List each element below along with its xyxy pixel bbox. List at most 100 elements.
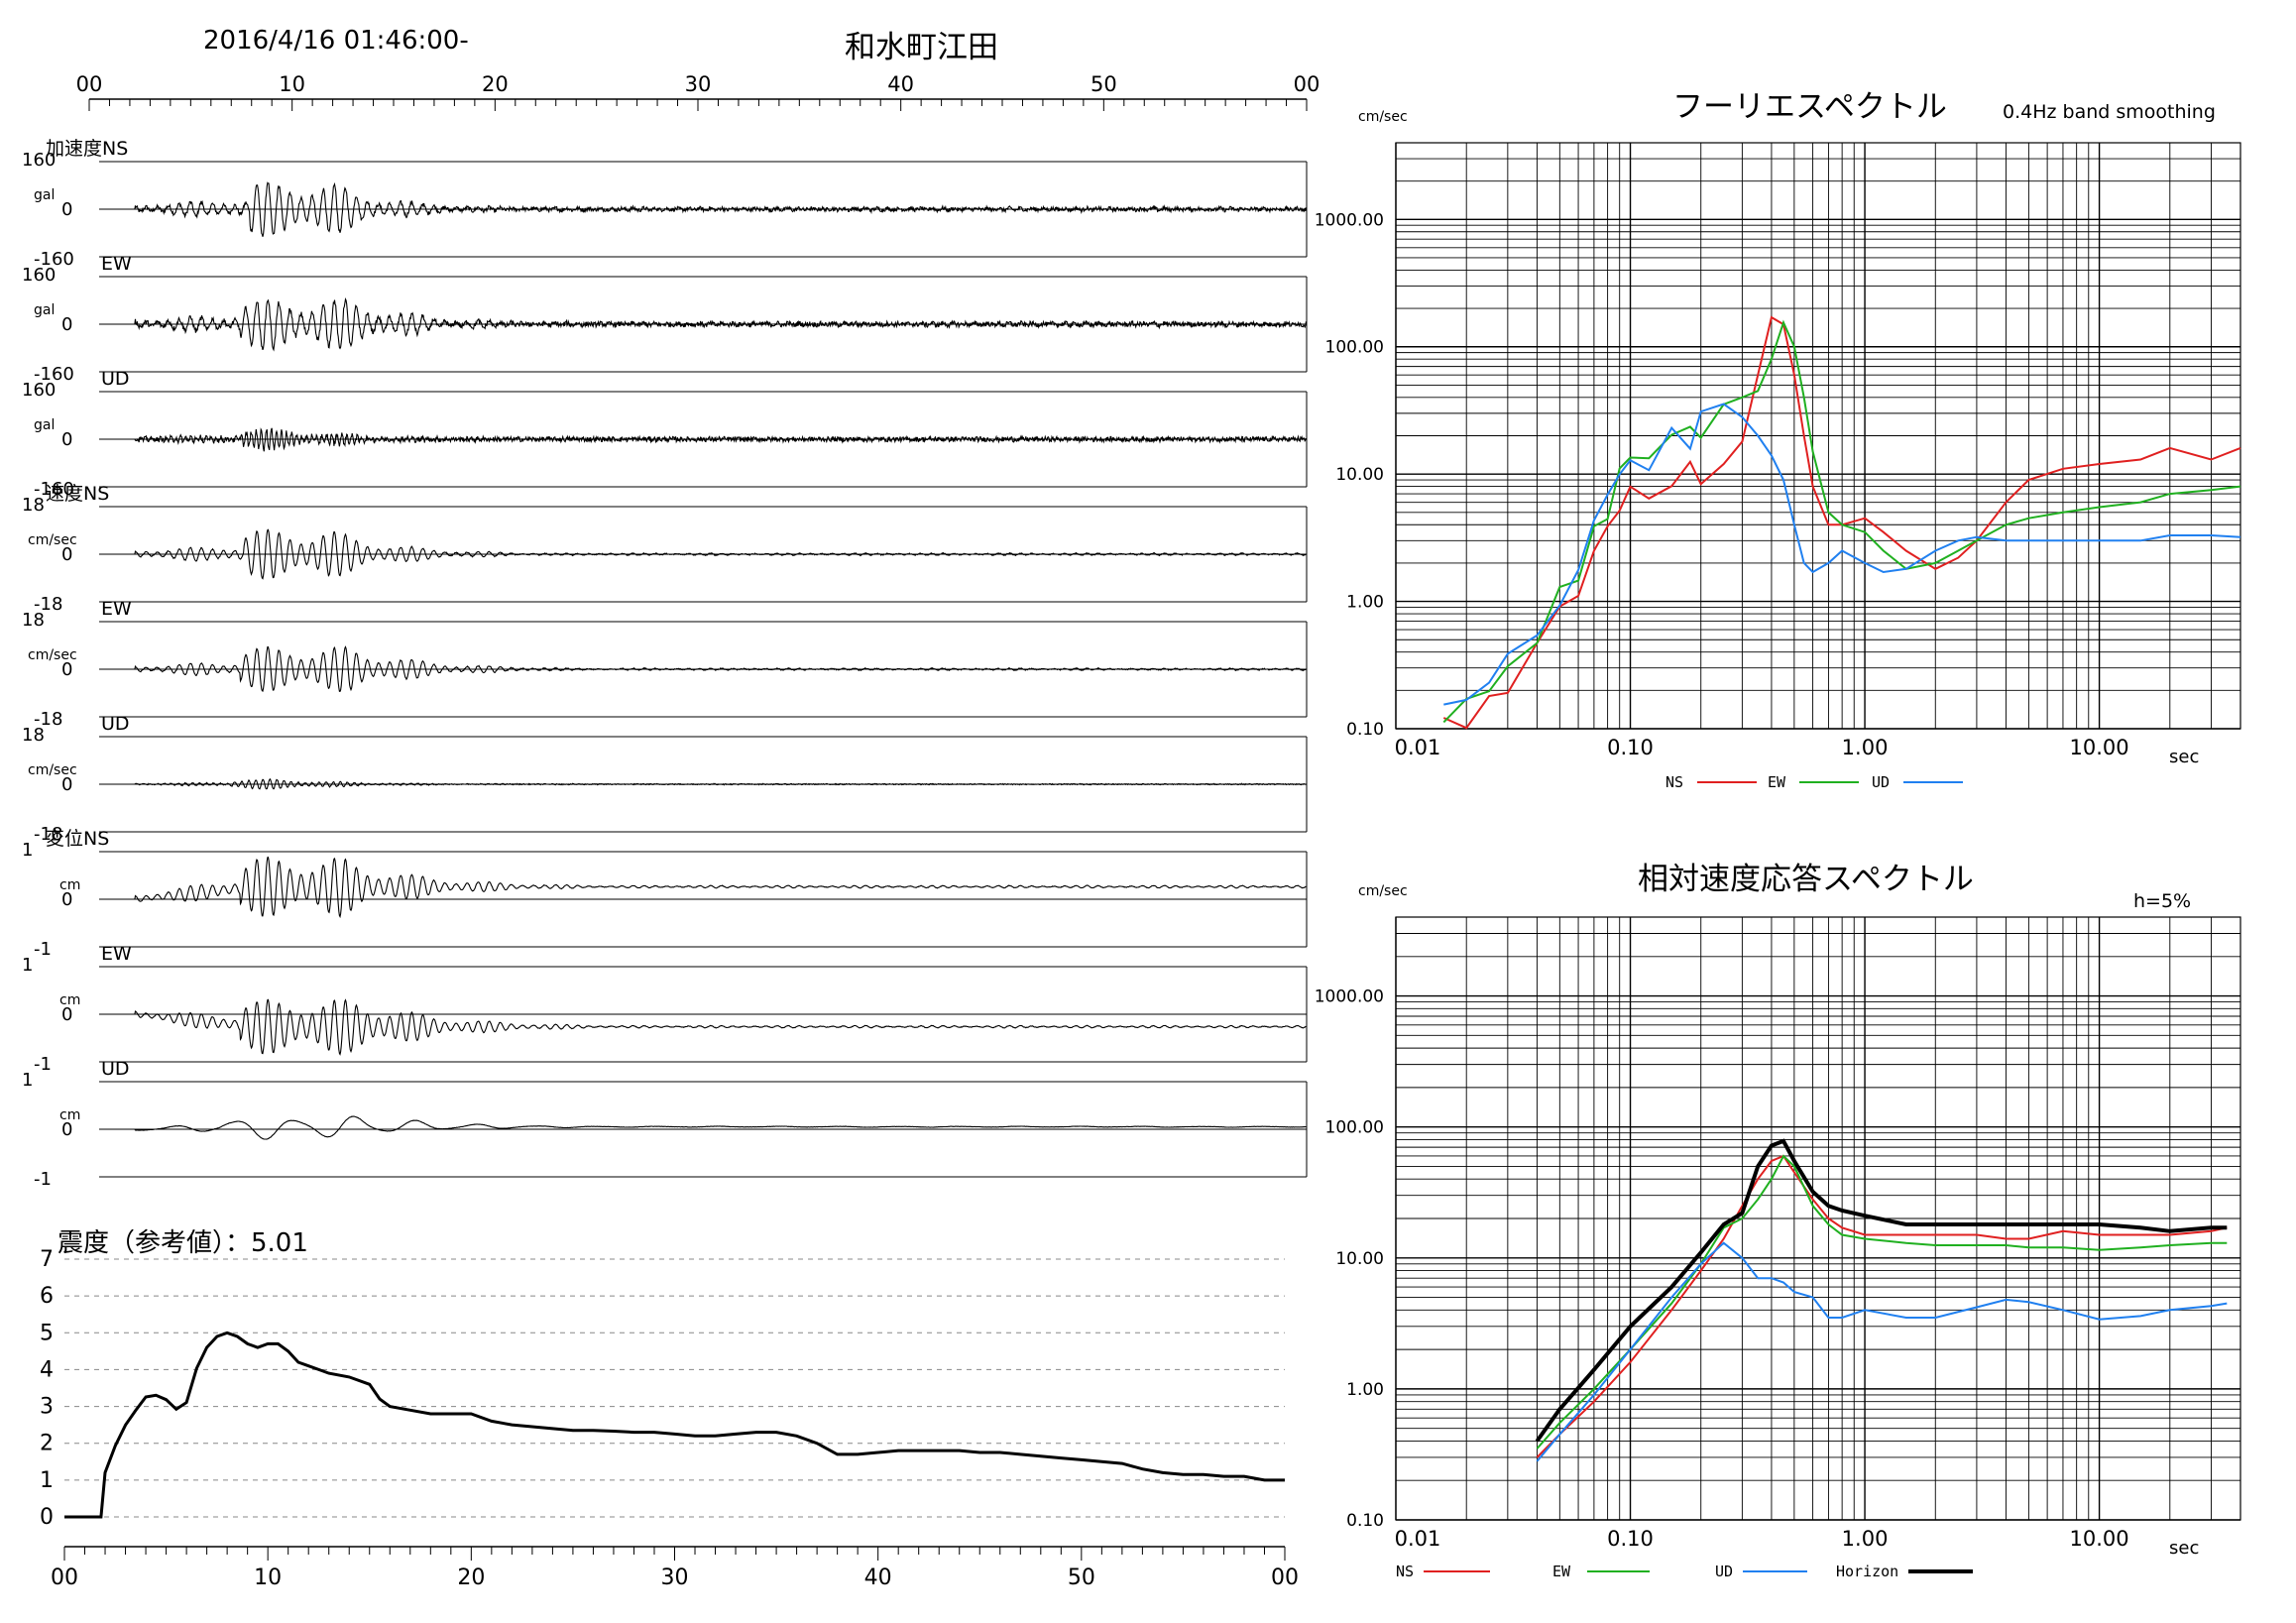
waveform-unit: gal bbox=[34, 417, 55, 433]
intensity-y-tick: 6 bbox=[40, 1284, 54, 1309]
intensity-series-line bbox=[64, 1331, 1285, 1519]
fourier-legend-label: NS bbox=[1665, 773, 1683, 791]
waveform-tick-min: -160 bbox=[34, 249, 74, 270]
response-y-tick: 1.00 bbox=[1346, 1380, 1384, 1400]
waveform--EW: EW 160 0 -160 gal bbox=[22, 253, 1308, 385]
intensity-x-tick: 20 bbox=[457, 1565, 485, 1590]
fourier-x-tick: 10.00 bbox=[2070, 736, 2129, 759]
response-x-tick: 0.10 bbox=[1607, 1527, 1654, 1551]
waveform-unit: gal bbox=[34, 302, 55, 318]
waveform-unit: cm bbox=[59, 1107, 80, 1123]
waveform-tick-max: 160 bbox=[22, 265, 56, 286]
waveform-tick-min: -1 bbox=[34, 1054, 52, 1075]
waveform-変位-NS: 変位NS 1 0 -1 cm bbox=[22, 828, 1308, 960]
intensity-y-tick: 5 bbox=[40, 1321, 54, 1345]
fourier-y-tick: 10.00 bbox=[1335, 465, 1384, 485]
time-axis-top-label: 10 bbox=[279, 72, 305, 96]
waveform-label: EW bbox=[101, 598, 132, 620]
intensity-x-tick: 10 bbox=[254, 1565, 282, 1590]
response-legend-label: EW bbox=[1552, 1563, 1571, 1580]
timestamp-label: 2016/4/16 01:46:00- bbox=[203, 26, 469, 56]
response-x-tick: 10.00 bbox=[2070, 1527, 2129, 1551]
response-series-ud bbox=[1536, 1241, 2228, 1462]
fourier-series-ew bbox=[1442, 319, 2241, 724]
waveform-tick-min: -1 bbox=[34, 1169, 52, 1190]
time-axis-top-label: 30 bbox=[685, 72, 712, 96]
waveform-tick-max: 1 bbox=[22, 840, 33, 861]
waveform-trace bbox=[99, 297, 1307, 352]
response-title: 相対速度応答スペクトル bbox=[1638, 862, 1974, 897]
waveform-tick-max: 18 bbox=[22, 610, 45, 631]
waveform-tick-max: 1 bbox=[22, 955, 33, 976]
waveform-tick-zero: 0 bbox=[61, 774, 72, 795]
response-x-label: sec bbox=[2169, 1538, 2199, 1559]
response-y-tick: 0.10 bbox=[1346, 1511, 1384, 1531]
waveform-tick-zero: 0 bbox=[61, 659, 72, 680]
waveform-label: EW bbox=[101, 943, 132, 965]
response-series-ew bbox=[1536, 1154, 2228, 1449]
waveform-tick-max: 18 bbox=[22, 495, 45, 516]
intensity-x-tick: 00 bbox=[51, 1565, 78, 1590]
fourier-unit: cm/sec bbox=[1358, 109, 1408, 125]
intensity-y-tick: 1 bbox=[40, 1468, 54, 1493]
fourier-y-tick: 1.00 bbox=[1346, 593, 1384, 613]
waveform-trace bbox=[99, 856, 1307, 919]
fourier-title: フーリエスペクトル bbox=[1672, 89, 1947, 125]
waveform-trace bbox=[99, 998, 1307, 1056]
waveform-unit: cm/sec bbox=[28, 647, 77, 663]
response-series-horizon bbox=[1535, 1138, 2228, 1443]
intensity-x-tick: 00 bbox=[1271, 1565, 1299, 1590]
fourier-x-tick: 0.10 bbox=[1607, 736, 1654, 759]
response-legend-label: UD bbox=[1715, 1563, 1733, 1580]
waveform-trace bbox=[99, 777, 1307, 790]
fourier-y-tick: 100.00 bbox=[1325, 338, 1384, 358]
waveform-tick-min: -160 bbox=[34, 479, 74, 500]
waveform-unit: cm bbox=[59, 877, 80, 893]
waveform-panel: 00 10 20 30 40 50 00加速度NS1600-160galEW1600-160… bbox=[22, 72, 1320, 1190]
waveform-label: UD bbox=[101, 713, 130, 735]
fourier-y-tick: 0.10 bbox=[1346, 720, 1384, 740]
intensity-x-tick: 50 bbox=[1068, 1565, 1095, 1590]
waveform--UD: UD 160 0 -160 gal bbox=[22, 368, 1308, 500]
waveform-tick-min: -18 bbox=[34, 824, 62, 845]
fourier-legend-label: EW bbox=[1768, 773, 1786, 791]
time-axis-top-label: 20 bbox=[482, 72, 509, 96]
intensity-x-tick: 30 bbox=[661, 1565, 689, 1590]
waveform-unit: cm/sec bbox=[28, 532, 77, 548]
waveform-trace bbox=[99, 528, 1307, 580]
intensity-chart: 震度（参考値）：5.01 0 1 2 3 4 5 6 7 00 10 20 30 40 50 00 bbox=[40, 1228, 1299, 1590]
time-axis-top-label: 00 bbox=[1294, 72, 1320, 96]
response-y-tick: 100.00 bbox=[1325, 1118, 1384, 1138]
intensity-y-tick: 2 bbox=[40, 1432, 54, 1456]
fourier-x-tick: 0.01 bbox=[1395, 736, 1441, 759]
station-title: 和水町江田 bbox=[845, 30, 998, 65]
waveform-label: EW bbox=[101, 253, 132, 275]
fourier-legend-label: UD bbox=[1872, 773, 1890, 791]
fourier-x-label: sec bbox=[2169, 747, 2199, 767]
waveform-label: 速度NS bbox=[46, 483, 109, 505]
intensity-y-tick: 7 bbox=[40, 1247, 54, 1272]
waveform-label: 加速度NS bbox=[46, 138, 128, 160]
fourier-subtitle: 0.4Hz band smoothing bbox=[2003, 101, 2216, 123]
response-spectrum-chart: 相対速度応答スペクトル h=5% 1000.00 100.00 10.00 1.00 0.1… bbox=[1315, 862, 2241, 1580]
response-legend-label: NS bbox=[1396, 1563, 1414, 1580]
waveform-tick-zero: 0 bbox=[61, 889, 72, 910]
response-y-tick: 1000.00 bbox=[1315, 987, 1384, 1007]
intensity-y-tick: 3 bbox=[40, 1395, 54, 1420]
waveform-tick-max: 1 bbox=[22, 1070, 33, 1091]
response-x-tick: 1.00 bbox=[1842, 1527, 1889, 1551]
waveform-tick-max: 160 bbox=[22, 380, 56, 401]
waveform-tick-zero: 0 bbox=[61, 1004, 72, 1025]
waveform-tick-zero: 0 bbox=[61, 429, 72, 450]
intensity-label: 震度（参考値）：5.01 bbox=[57, 1228, 308, 1258]
waveform-tick-zero: 0 bbox=[61, 544, 72, 565]
waveform-tick-min: -18 bbox=[34, 594, 62, 615]
waveform-tick-zero: 0 bbox=[61, 314, 72, 335]
time-axis-top-label: 40 bbox=[887, 72, 914, 96]
waveform--UD: UD 18 0 -18 cm/sec bbox=[22, 713, 1308, 845]
waveform-unit: cm bbox=[59, 992, 80, 1008]
waveform-tick-min: -1 bbox=[34, 939, 52, 960]
